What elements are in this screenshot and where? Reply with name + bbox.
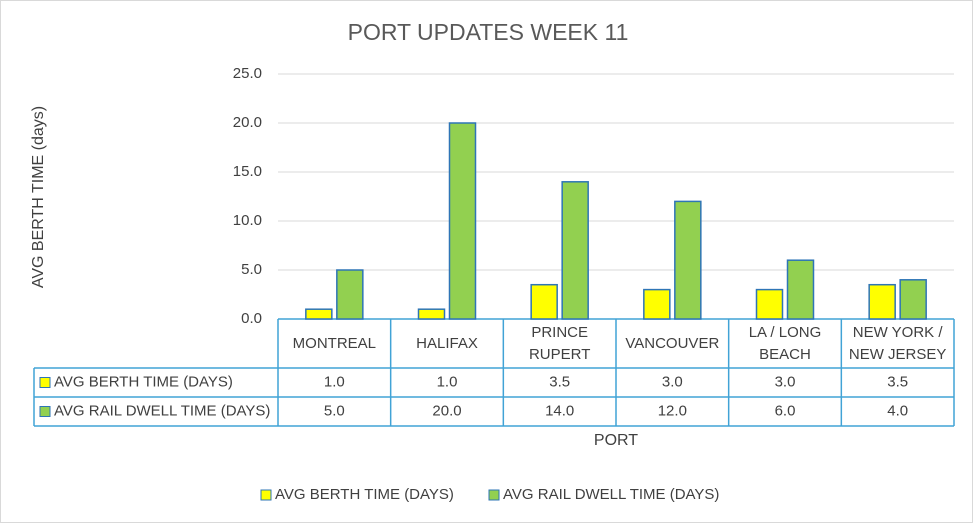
legend-key (39, 377, 51, 388)
table-row-label: AVG RAIL DWELL TIME (DAYS) (54, 402, 270, 419)
table-value: 5.0 (324, 402, 345, 419)
bar (674, 200, 702, 320)
legend-key (488, 489, 500, 501)
bar (868, 283, 896, 320)
bar (786, 259, 815, 320)
table-value: 3.5 (887, 373, 908, 390)
table-value: 14.0 (545, 402, 574, 419)
table-value: 4.0 (887, 402, 908, 419)
table-value: 3.5 (549, 373, 570, 390)
x-axis-title: PORT (594, 432, 638, 449)
x-tick-label: NEW YORK / NEW JERSEY (848, 323, 947, 363)
legend-label: AVG RAIL DWELL TIME (DAYS) (503, 486, 719, 503)
y-tick-label: 5.0 (241, 261, 262, 278)
x-tick-label: HALIFAX (416, 334, 478, 352)
bar (448, 122, 477, 320)
x-tick-label: PRINCE RUPERT (528, 323, 591, 363)
table-value: 3.0 (775, 373, 796, 390)
y-axis-title: AVG BERTH TIME (days) (30, 106, 47, 288)
table-value: 3.0 (662, 373, 683, 390)
legend-label: AVG BERTH TIME (DAYS) (275, 486, 454, 503)
y-tick-label: 20.0 (233, 114, 262, 131)
y-tick-label: 15.0 (233, 163, 262, 180)
y-tick-label: 0.0 (241, 310, 262, 327)
bar (755, 288, 784, 320)
x-tick-label: VANCOUVER (625, 334, 720, 352)
table-value: 6.0 (775, 402, 796, 419)
legend-key (260, 489, 272, 501)
table-value: 12.0 (658, 402, 687, 419)
table-row-label: AVG BERTH TIME (DAYS) (54, 373, 233, 390)
bar (417, 308, 446, 320)
y-tick-label: 10.0 (233, 212, 262, 229)
table-value: 20.0 (432, 402, 461, 419)
legend-key (39, 406, 51, 417)
bar (530, 283, 558, 320)
bar (899, 279, 927, 320)
table-value: 1.0 (437, 373, 458, 390)
x-tick-label: MONTREAL (292, 334, 376, 352)
bar (305, 308, 333, 320)
bar (561, 181, 589, 320)
bar (643, 288, 671, 320)
x-tick-label: LA / LONG BEACH (748, 323, 822, 363)
table-value: 1.0 (324, 373, 345, 390)
y-tick-label: 25.0 (233, 65, 262, 82)
bar (336, 269, 364, 320)
chart-title: PORT UPDATES WEEK 11 (348, 19, 629, 45)
